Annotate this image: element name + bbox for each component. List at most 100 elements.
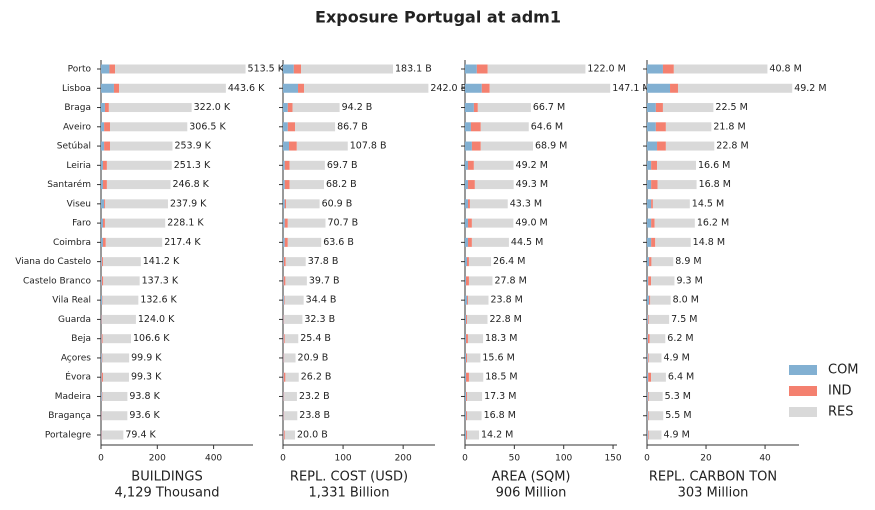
- bar-segment: [104, 218, 166, 228]
- total-label: 322.0 K: [194, 102, 231, 113]
- bar-segment: [655, 237, 691, 247]
- bar-segment: [283, 276, 286, 286]
- bar-segment: [283, 391, 285, 401]
- bar-segment: [292, 103, 340, 113]
- bar-segment: [285, 276, 307, 286]
- bar-segment: [283, 160, 285, 170]
- bar-segment: [101, 276, 104, 286]
- bar-segment: [657, 160, 696, 170]
- total-label: 14.2 M: [481, 430, 513, 441]
- bar-segment: [289, 160, 325, 170]
- bar-segment: [109, 64, 116, 74]
- bar-segment: [284, 180, 290, 190]
- bar-segment: [283, 372, 284, 382]
- bar-segment: [647, 295, 650, 305]
- x-axis-total: 4,129 Thousand: [115, 486, 220, 501]
- total-label: 18.3 M: [485, 333, 517, 344]
- x-tick-label: 100: [334, 454, 351, 464]
- x-axis-total: 303 Million: [678, 486, 749, 501]
- bar-segment: [102, 295, 103, 305]
- bar-segment: [283, 334, 285, 344]
- bar-segment: [647, 334, 650, 344]
- total-label: 5.3 M: [665, 391, 691, 402]
- bar-segment: [283, 218, 285, 228]
- bar-segment: [106, 160, 172, 170]
- bar-segment: [466, 257, 469, 267]
- bar-segment: [465, 334, 466, 344]
- bar-segment: [647, 353, 649, 363]
- bar-segment: [285, 257, 306, 267]
- total-label: 27.8 M: [494, 275, 526, 286]
- bar-segment: [101, 314, 102, 324]
- x-tick-label: 40: [759, 454, 771, 464]
- total-label: 99.9 K: [131, 352, 162, 363]
- bar-segment: [289, 180, 324, 190]
- bar-segment: [284, 237, 288, 247]
- category-label: Vila Real: [52, 296, 91, 306]
- bar-segment: [471, 141, 481, 151]
- bar-segment: [647, 141, 658, 151]
- bar-segment: [293, 64, 302, 74]
- bar-segment: [304, 83, 429, 93]
- bar-segment: [283, 353, 284, 363]
- bar-segment: [648, 430, 662, 440]
- total-label: 9.3 M: [676, 275, 702, 286]
- category-label: Setúbal: [57, 142, 91, 152]
- bar-segment: [283, 314, 285, 324]
- total-label: 21.8 M: [713, 121, 745, 132]
- total-label: 217.4 K: [164, 237, 201, 248]
- bar-segment: [481, 83, 490, 93]
- bar-segment: [102, 160, 107, 170]
- chart-title: Exposure Portugal at adm1: [315, 8, 561, 27]
- total-label: 122.0 M: [587, 64, 625, 75]
- category-label: Madeira: [55, 392, 91, 402]
- total-label: 8.0 M: [673, 295, 699, 306]
- bar-segment: [105, 237, 163, 247]
- bar-segment: [465, 218, 468, 228]
- bar-segment: [284, 295, 304, 305]
- bar-segment: [473, 160, 514, 170]
- bar-segment: [468, 276, 493, 286]
- bar-segment: [108, 103, 192, 113]
- bar-segment: [115, 64, 246, 74]
- category-label: Castelo Branco: [23, 276, 91, 286]
- bar-segment: [287, 103, 293, 113]
- total-label: 49.2 M: [516, 160, 548, 171]
- bar-segment: [647, 353, 648, 363]
- bar-segment: [101, 430, 102, 440]
- bar-segment: [655, 103, 663, 113]
- bar-segment: [652, 199, 690, 209]
- bar-segment: [283, 334, 284, 344]
- total-label: 22.5 M: [715, 102, 747, 113]
- bar-segment: [113, 83, 120, 93]
- legend-label: IND: [828, 384, 852, 399]
- bar-segment: [105, 199, 168, 209]
- total-label: 16.2 M: [697, 218, 729, 229]
- bar-segment: [286, 199, 320, 209]
- bar-segment: [655, 122, 666, 132]
- bar-segment: [104, 103, 109, 113]
- total-label: 246.8 K: [172, 179, 209, 190]
- bar-segment: [101, 411, 103, 421]
- total-label: 6.2 M: [667, 333, 693, 344]
- category-label: Viana do Castelo: [15, 257, 91, 267]
- x-axis-total: 1,331 Billion: [309, 486, 390, 501]
- bar-segment: [647, 430, 648, 440]
- x-axis-total: 906 Million: [496, 486, 567, 501]
- bar-segment: [284, 314, 303, 324]
- bar-segment: [647, 180, 652, 190]
- bar-segment: [465, 237, 468, 247]
- total-label: 6.4 M: [668, 372, 694, 383]
- bar-segment: [651, 218, 655, 228]
- bar-segment: [301, 64, 394, 74]
- bar-segment: [465, 411, 466, 421]
- total-label: 63.6 B: [323, 237, 354, 248]
- legend-swatch: [789, 365, 817, 375]
- bar-segment: [654, 218, 695, 228]
- bar-segment: [465, 122, 471, 132]
- total-label: 23.2 B: [299, 391, 330, 402]
- bar-segment: [283, 257, 284, 267]
- bar-segment: [110, 122, 188, 132]
- bar-segment: [283, 295, 285, 305]
